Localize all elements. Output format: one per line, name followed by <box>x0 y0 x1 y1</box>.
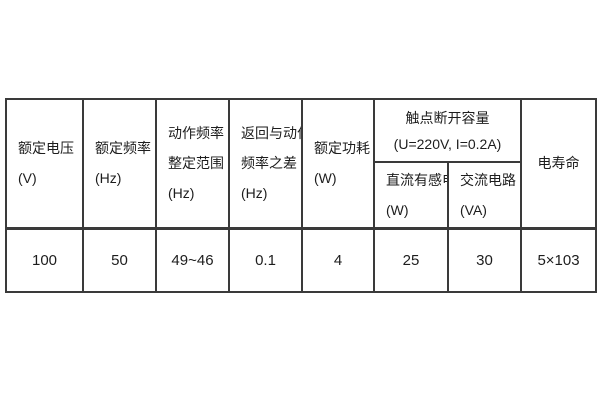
header-electrical-life-name: 电寿命 <box>537 155 580 172</box>
header-return-operate-diff: 返回与动作 频率之差 (Hz) <box>228 98 303 229</box>
header-rated-power-name: 额定功耗 <box>314 140 370 157</box>
header-return-operate-diff-line2: 频率之差 <box>241 155 297 172</box>
header-dc-inductive-circuit-unit: (W) <box>386 201 409 218</box>
value-ac-circuit: 30 <box>446 226 523 293</box>
header-ac-circuit: 交流电路 (VA) <box>446 161 523 229</box>
header-ac-circuit-name: 交流电路 <box>460 171 516 188</box>
header-rated-voltage: 额定电压 (V) <box>5 98 84 229</box>
header-contact-breaking-capacity: 触点断开容量 (U=220V, I=0.2A) <box>372 98 523 163</box>
value-dc-inductive-circuit: 25 <box>373 226 449 293</box>
value-electrical-life: 5×103 <box>520 226 598 293</box>
value-operate-freq-range: 49~46 <box>155 226 230 293</box>
header-row-sub: 直流有感电路 (W) 交流电路 (VA) <box>6 161 596 229</box>
header-rated-frequency-unit: (Hz) <box>95 170 122 187</box>
header-return-operate-diff-unit: (Hz) <box>241 185 268 202</box>
header-operate-freq-range-line1: 动作频率 <box>168 125 224 142</box>
header-row-top: 额定电压 (V) 额定频率 (Hz) 动作频率 整定范围 (Hz) 返回与动作 … <box>5 98 598 229</box>
value-return-operate-diff: 0.1 <box>228 226 303 293</box>
header-contact-breaking-capacity-condition: (U=220V, I=0.2A) <box>393 135 502 152</box>
value-rated-voltage: 100 <box>5 226 84 293</box>
relay-spec-table: 额定电压 (V) 额定频率 (Hz) 动作频率 整定范围 (Hz) 返回与动作 … <box>5 98 598 293</box>
header-rated-power: 额定功耗 (W) <box>301 98 375 229</box>
header-rated-frequency: 额定频率 (Hz) <box>82 98 157 229</box>
header-rated-frequency-name: 额定频率 <box>95 140 151 157</box>
header-dc-inductive-circuit-name: 直流有感电路 <box>386 171 446 188</box>
header-return-operate-diff-line1: 返回与动作 <box>241 125 300 142</box>
header-electrical-life: 电寿命 <box>520 98 598 229</box>
header-operate-freq-range-unit: (Hz) <box>168 185 195 202</box>
table-row: 100 50 49~46 0.1 4 25 30 5×103 <box>5 226 598 293</box>
header-dc-inductive-circuit: 直流有感电路 (W) <box>373 161 449 229</box>
header-operate-freq-range: 动作频率 整定范围 (Hz) <box>155 98 230 229</box>
header-contact-breaking-capacity-name: 触点断开容量 <box>405 109 490 126</box>
value-rated-frequency: 50 <box>82 226 157 293</box>
header-ac-circuit-unit: (VA) <box>460 201 487 218</box>
header-rated-power-unit: (W) <box>314 170 337 187</box>
value-rated-power: 4 <box>301 226 375 293</box>
header-rated-voltage-unit: (V) <box>18 170 37 187</box>
header-operate-freq-range-line2: 整定范围 <box>168 155 224 172</box>
header-rated-voltage-name: 额定电压 <box>18 140 74 157</box>
